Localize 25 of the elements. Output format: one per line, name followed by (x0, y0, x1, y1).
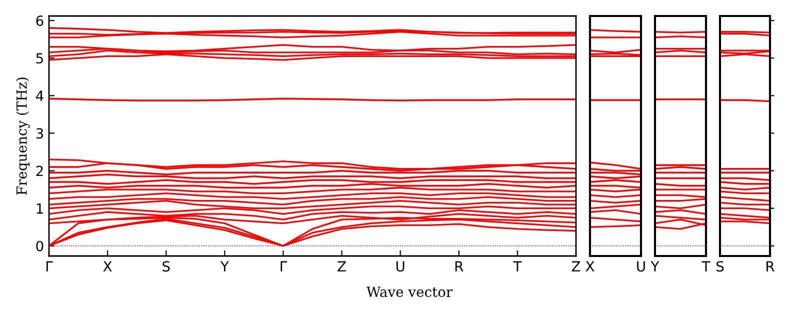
y-tick-label: 2 (36, 166, 43, 176)
x-axis-title: Wave vector (366, 286, 453, 298)
x-tick-label: R (455, 261, 464, 272)
x-tick-label: Y (650, 261, 660, 272)
x-tick-label: Z (572, 261, 580, 272)
x-tick-label: R (766, 261, 774, 272)
x-tick-label: X (586, 261, 594, 272)
x-tick-label: Γ (280, 261, 288, 272)
x-tick-label: X (103, 261, 112, 272)
y-tick-label: 4 (36, 90, 44, 101)
y-tick-label: 6 (36, 15, 44, 26)
y-tick-label: 5 (36, 53, 43, 64)
y-tick-label: 0 (36, 240, 44, 252)
x-tick-label: T (513, 261, 522, 272)
y-tick-label: 1 (36, 203, 43, 214)
y-tick-label: 3 (36, 128, 44, 139)
x-tick-label: S (716, 261, 724, 272)
x-tick-label: S (162, 261, 170, 272)
x-tick-label: Z (338, 261, 346, 272)
x-tick-label: T (702, 261, 710, 272)
x-tick-label: Γ (46, 261, 53, 272)
x-tick-label: U (396, 261, 404, 272)
y-axis-title: Frequency (THz) (16, 78, 30, 195)
x-tick-label: Y (220, 261, 229, 272)
x-tick-label: U (637, 261, 645, 272)
